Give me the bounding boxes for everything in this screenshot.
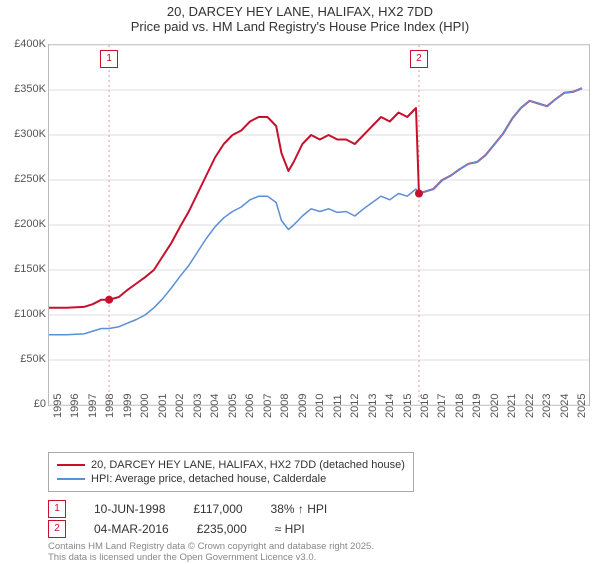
annotation-price-2: £235,000: [197, 522, 247, 536]
annotation-date-1: 10-JUN-1998: [94, 502, 165, 516]
x-tick-label: 2002: [174, 394, 186, 418]
annotation-note-1: 38% ↑ HPI: [271, 502, 328, 516]
legend-label-price: 20, DARCEY HEY LANE, HALIFAX, HX2 7DD (d…: [91, 459, 405, 471]
x-tick-label: 2018: [454, 394, 466, 418]
x-tick-label: 2010: [314, 394, 326, 418]
x-tick-label: 2022: [524, 394, 536, 418]
x-tick-label: 2017: [436, 394, 448, 418]
x-tick-label: 2014: [384, 394, 396, 418]
x-tick-label: 2023: [541, 394, 553, 418]
annotation-marker-2: 2: [48, 520, 66, 538]
x-tick-label: 2004: [209, 394, 221, 418]
annotation-row-1: 1 10-JUN-1998 £117,000 38% ↑ HPI: [48, 500, 327, 518]
x-tick-label: 2020: [489, 394, 501, 418]
legend: 20, DARCEY HEY LANE, HALIFAX, HX2 7DD (d…: [48, 452, 414, 492]
x-tick-label: 1999: [122, 394, 134, 418]
y-tick-label: £0: [0, 398, 46, 410]
x-tick-label: 2012: [349, 394, 361, 418]
sale-marker-box: 2: [410, 50, 428, 68]
x-tick-label: 2016: [419, 394, 431, 418]
chart-container: 20, DARCEY HEY LANE, HALIFAX, HX2 7DD Pr…: [0, 0, 600, 560]
x-tick-label: 2021: [506, 394, 518, 418]
legend-label-hpi: HPI: Average price, detached house, Cald…: [91, 473, 326, 485]
plot-area: [48, 44, 590, 406]
x-tick-label: 2009: [297, 394, 309, 418]
x-tick-label: 2005: [227, 394, 239, 418]
x-tick-label: 2015: [402, 394, 414, 418]
annotation-price-1: £117,000: [193, 502, 242, 516]
x-tick-label: 1995: [52, 394, 64, 418]
annotation-note-2: ≈ HPI: [275, 522, 305, 536]
sale-marker-box: 1: [100, 50, 118, 68]
attribution-text: Contains HM Land Registry data © Crown c…: [48, 542, 374, 564]
annotation-row-2: 2 04-MAR-2016 £235,000 ≈ HPI: [48, 520, 305, 538]
x-tick-label: 2013: [367, 394, 379, 418]
x-tick-label: 2025: [576, 394, 588, 418]
legend-swatch-price: [57, 464, 85, 466]
y-tick-label: £350K: [0, 83, 46, 95]
x-tick-label: 2003: [192, 394, 204, 418]
x-tick-label: 2011: [332, 394, 344, 418]
x-tick-label: 2008: [279, 394, 291, 418]
chart-title-line1: 20, DARCEY HEY LANE, HALIFAX, HX2 7DD: [0, 0, 600, 19]
y-tick-label: £50K: [0, 353, 46, 365]
x-tick-label: 2019: [471, 394, 483, 418]
x-tick-label: 1997: [87, 394, 99, 418]
legend-swatch-hpi: [57, 478, 85, 480]
y-tick-label: £200K: [0, 218, 46, 230]
legend-item-price: 20, DARCEY HEY LANE, HALIFAX, HX2 7DD (d…: [57, 459, 405, 471]
y-tick-label: £250K: [0, 173, 46, 185]
x-tick-label: 1998: [104, 394, 116, 418]
y-tick-label: £100K: [0, 308, 46, 320]
x-tick-label: 2007: [262, 394, 274, 418]
x-tick-label: 1996: [69, 394, 81, 418]
annotation-marker-1: 1: [48, 500, 66, 518]
x-tick-label: 2001: [157, 394, 169, 418]
annotation-date-2: 04-MAR-2016: [94, 522, 169, 536]
x-tick-label: 2006: [244, 394, 256, 418]
x-tick-label: 2000: [139, 394, 151, 418]
y-tick-label: £300K: [0, 128, 46, 140]
y-tick-label: £150K: [0, 263, 46, 275]
x-tick-label: 2024: [559, 394, 571, 418]
chart-title-line2: Price paid vs. HM Land Registry's House …: [0, 19, 600, 38]
y-tick-label: £400K: [0, 38, 46, 50]
legend-item-hpi: HPI: Average price, detached house, Cald…: [57, 473, 405, 485]
